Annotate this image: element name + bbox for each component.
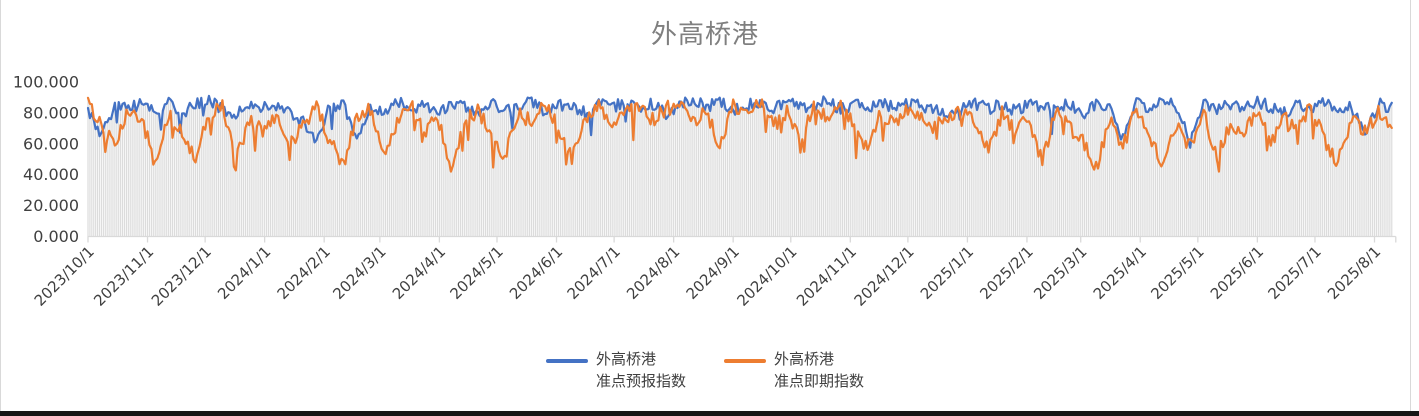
x-axis-tick-label: 2025/5/1 — [1147, 243, 1207, 303]
chart-title: 外高桥港 — [650, 20, 759, 50]
x-axis-tick-label: 2025/7/1 — [1264, 243, 1324, 303]
x-axis-tick-label: 2023/12/1 — [148, 243, 215, 310]
forecast-series-label: 外高桥港 准点预报指数 — [595, 350, 686, 390]
forecast-series-swatch — [545, 359, 588, 363]
y-axis-tick-label: 60.000 — [23, 134, 79, 153]
y-axis-tick-label: 100.000 — [13, 73, 79, 92]
left-border-line — [0, 0, 1, 412]
y-axis-tick-label: 20.000 — [23, 196, 79, 215]
x-axis-tick-label: 2025/4/1 — [1090, 243, 1150, 303]
bottom-window-edge — [0, 411, 1419, 416]
chart-legend: 外高桥港 准点预报指数 外高桥港 准点即期指数 — [0, 349, 1410, 393]
y-axis-tick-label: 0.000 — [33, 227, 79, 246]
spot-index-line — [86, 96, 1393, 173]
x-axis-tick-label: 2024/6/1 — [506, 243, 566, 303]
x-axis-tick-label: 2023/10/1 — [31, 243, 98, 310]
spot-series-label: 外高桥港 准点即期指数 — [774, 350, 865, 390]
x-axis-tick-label: 2025/1/1 — [917, 243, 977, 303]
x-axis-tick-label: 2024/1/1 — [214, 243, 274, 303]
spot-series-swatch — [724, 359, 766, 363]
x-axis-tick-label: 2024/4/1 — [389, 243, 449, 303]
x-axis-tick-label: 2024/2/1 — [274, 243, 334, 303]
y-axis-tick-label: 80.000 — [23, 103, 79, 122]
legend-item-spot: 外高桥港 准点即期指数 — [724, 349, 864, 393]
legend-item-forecast: 外高桥港 准点预报指数 — [545, 349, 686, 393]
x-axis-tick-label: 2024/7/1 — [564, 243, 624, 303]
y-axis-tick-label: 40.000 — [23, 165, 79, 184]
x-axis-tick-label: 2024/3/1 — [329, 243, 389, 303]
x-axis-tick-label: 2024/5/1 — [446, 243, 506, 303]
x-axis-tick-label: 2024/9/1 — [683, 243, 743, 303]
right-border-line — [1410, 0, 1411, 412]
x-axis-tick-label: 2024/10/1 — [733, 243, 800, 310]
x-axis-tick-label: 2025/8/1 — [1324, 243, 1384, 303]
drop-lines — [87, 95, 1393, 237]
x-axis-tick-label: 2024/8/1 — [623, 243, 683, 303]
x-axis-tick-label: 2025/2/1 — [976, 243, 1036, 303]
x-axis-tick-label: 2025/3/1 — [1030, 243, 1090, 303]
x-axis-tick-label: 2024/12/1 — [851, 243, 918, 310]
x-axis-tick-label: 2024/11/1 — [793, 243, 860, 310]
x-axis-tick-label: 2023/11/1 — [90, 243, 157, 310]
x-axis-tick-label: 2025/6/1 — [1207, 243, 1267, 303]
